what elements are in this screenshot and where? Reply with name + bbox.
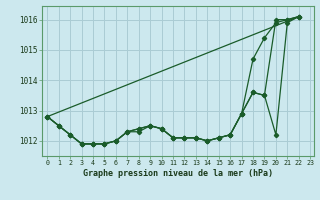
X-axis label: Graphe pression niveau de la mer (hPa): Graphe pression niveau de la mer (hPa) <box>83 169 273 178</box>
